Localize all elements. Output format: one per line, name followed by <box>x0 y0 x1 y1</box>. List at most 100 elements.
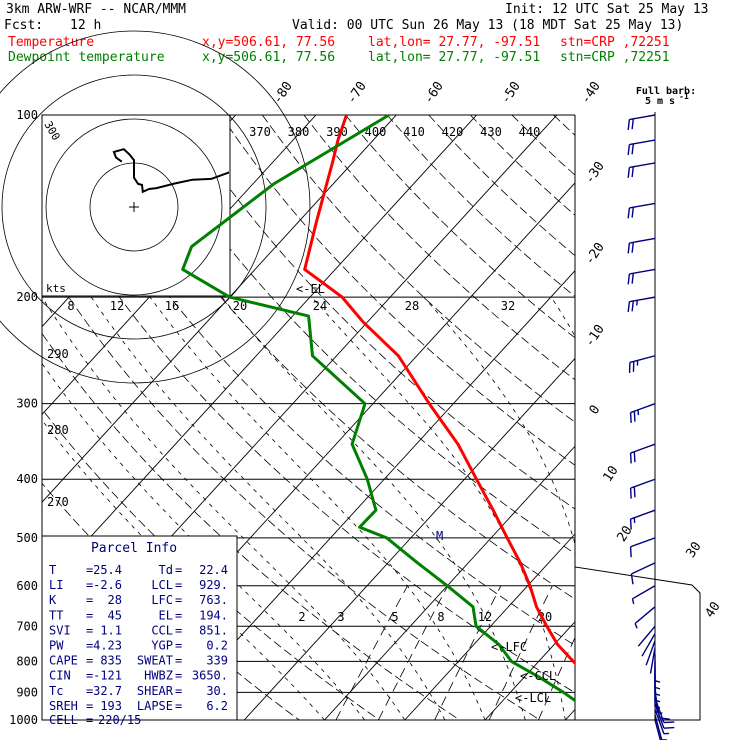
parcel-param-name: Tc <box>49 684 63 698</box>
parcel-equals: = <box>86 593 93 607</box>
wind-barb <box>629 478 656 499</box>
hodograph-speed-label: 32 <box>501 299 515 313</box>
wind-barb-full <box>633 451 636 463</box>
wind-barb-shaft <box>654 719 662 740</box>
theta-label: 400 <box>365 125 387 139</box>
dewpoint-latlon: lat,lon= 27.77, -97.51 <box>368 50 541 65</box>
isotherm-label: 0 <box>587 403 604 418</box>
wind-barb-half <box>634 623 638 629</box>
hodograph-trace-group <box>112 148 229 194</box>
wind-barb-full <box>631 143 635 155</box>
wind-barb-shaft <box>631 562 656 575</box>
parcel-equals: = <box>86 623 93 637</box>
pressure-label: 1000 <box>9 713 38 727</box>
parcel-equals: = <box>175 669 182 683</box>
wind-barb <box>629 537 656 558</box>
mixing-ratio-label: 3 <box>337 610 344 624</box>
parcel-param-value: 6.2 <box>206 699 228 713</box>
parcel-equals: = <box>175 578 182 592</box>
lfc-marker: <-LFC <box>491 640 527 654</box>
hodograph-inset: kts <box>0 30 311 384</box>
wind-barb <box>634 606 656 629</box>
moist-adiabat <box>311 296 566 720</box>
parcel-param-name: SVI <box>49 623 71 637</box>
wind-barb <box>631 585 656 605</box>
parcel-param-name: CCL <box>151 623 173 637</box>
parcel-param-name: LI <box>49 578 63 592</box>
isotherm-label: 30 <box>684 539 705 560</box>
isotherm-label: -70 <box>344 79 370 107</box>
parcel-param-value: 3650. <box>192 669 228 683</box>
wind-barb <box>654 709 670 735</box>
wind-barb-shaft <box>629 114 656 121</box>
parcel-equals: = <box>86 699 93 713</box>
wind-barb-full <box>629 412 632 424</box>
pressure-label: 400 <box>16 472 38 486</box>
dry-adiabat <box>178 115 575 510</box>
wind-barb-full <box>631 118 635 130</box>
mixing-ratio-label: 2 <box>298 610 305 624</box>
isotherm-label: -10 <box>582 322 608 350</box>
wind-barb-full <box>627 207 631 219</box>
pressure-label: 100 <box>16 108 38 122</box>
parcel-param-value: 45 <box>108 608 122 622</box>
moist-adiabat <box>550 296 575 338</box>
wind-barb-shaft <box>630 509 656 520</box>
ccl-marker: <-CCL <box>520 669 556 683</box>
isotherm-label: 10 <box>601 463 622 484</box>
wind-barb <box>649 647 656 674</box>
parcel-param-value: 835 <box>100 654 122 668</box>
wind-barb <box>627 202 656 219</box>
wind-barb-full <box>627 273 631 285</box>
temperature-profile <box>303 115 575 666</box>
wind-barb-half <box>654 705 661 709</box>
parcel-cell-value: 220/15 <box>98 713 141 727</box>
pressure-label: 300 <box>16 397 38 411</box>
parcel-param-value: 32.7 <box>93 684 122 698</box>
parcel-param-value: 22.4 <box>199 563 228 577</box>
parcel-equals: = <box>86 669 93 683</box>
mixing-ratio-line <box>335 585 408 720</box>
lcl-marker: <-LCL <box>515 691 551 705</box>
dewpoint-legend: Dewpoint temperature <box>8 50 165 65</box>
parcel-param-value: 30. <box>206 684 228 698</box>
wind-barb-shaft <box>654 714 663 740</box>
temperature-xy: x,y=506.61, 77.56 <box>202 35 336 50</box>
moist-adiabat <box>423 296 575 546</box>
parcel-equals: = <box>175 654 182 668</box>
parcel-param-name: LAPSE <box>137 699 173 713</box>
wind-barb-shaft <box>629 202 656 209</box>
parcel-param-name: TT <box>49 608 63 622</box>
hodograph-speed-label: 16 <box>165 299 179 313</box>
wind-barb-full <box>631 207 635 218</box>
wind-barb-half <box>654 699 661 703</box>
wind-barb-half <box>654 686 661 690</box>
parcel-panel-box <box>41 535 238 721</box>
wind-barb-shaft <box>630 478 656 489</box>
wind-barb-shaft <box>634 606 656 625</box>
parcel-param-name: LCL <box>151 578 173 592</box>
parcel-param-value: 763. <box>199 593 228 607</box>
isotherm-label: -20 <box>582 240 608 268</box>
hodograph-speed-label: 24 <box>313 299 327 313</box>
isotherm-line <box>404 533 575 720</box>
wind-barb <box>654 654 661 683</box>
hodograph-speed-label: 28 <box>405 299 419 313</box>
theta-label: 420 <box>442 125 464 139</box>
pressure-label: 600 <box>16 579 38 593</box>
parcel-param-name: LFC <box>151 593 173 607</box>
isotherm-label: -50 <box>498 79 524 107</box>
wind-barb-shaft <box>629 355 656 364</box>
dry-adiabat <box>511 115 575 176</box>
parcel-equals: = <box>86 654 93 668</box>
parcel-equals: = <box>175 608 182 622</box>
wind-barb <box>627 268 656 285</box>
parcel-param-value: 851. <box>199 623 228 637</box>
wind-barb-shaft <box>629 268 656 275</box>
parcel-param-value: 193 <box>100 699 122 713</box>
isotherm-line <box>42 115 397 503</box>
parcel-param-name: Td <box>159 563 173 577</box>
theta-label: 430 <box>480 125 502 139</box>
